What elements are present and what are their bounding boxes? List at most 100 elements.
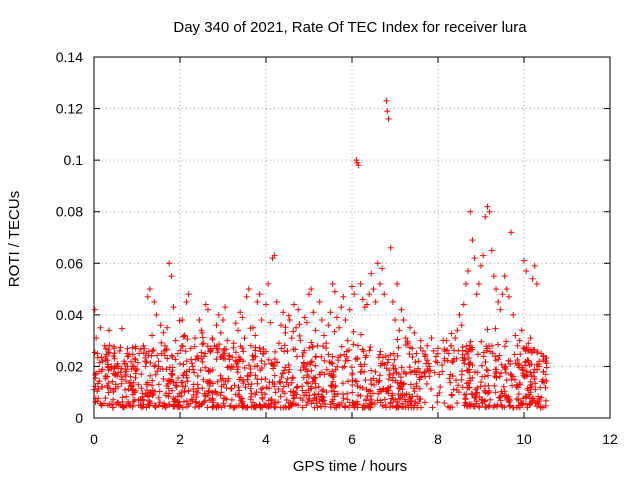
data-point bbox=[122, 372, 129, 379]
data-point bbox=[293, 391, 300, 398]
data-point bbox=[381, 361, 388, 368]
data-point bbox=[263, 384, 270, 391]
data-point bbox=[333, 314, 340, 321]
data-point bbox=[366, 347, 373, 354]
data-point bbox=[395, 371, 402, 378]
y-tick-labels: 0 0.02 0.04 0.06 0.08 0.1 0.12 0.14 bbox=[56, 49, 83, 426]
data-point bbox=[329, 280, 336, 287]
data-point bbox=[225, 375, 232, 382]
data-point bbox=[258, 317, 265, 324]
data-point bbox=[529, 275, 536, 282]
data-point bbox=[385, 376, 392, 383]
data-point bbox=[261, 361, 268, 368]
data-point bbox=[354, 159, 361, 166]
data-point bbox=[466, 375, 473, 382]
data-point bbox=[254, 380, 261, 387]
data-point bbox=[402, 370, 409, 377]
data-point bbox=[449, 372, 456, 379]
data-point bbox=[214, 349, 221, 356]
data-point bbox=[139, 390, 146, 397]
data-point bbox=[247, 325, 254, 332]
data-point bbox=[161, 402, 168, 409]
data-point bbox=[246, 371, 253, 378]
data-point bbox=[404, 338, 411, 345]
data-point bbox=[351, 402, 358, 409]
data-point bbox=[279, 369, 286, 376]
data-point bbox=[272, 348, 279, 355]
data-point bbox=[281, 390, 288, 397]
data-point bbox=[359, 296, 366, 303]
data-point bbox=[386, 371, 393, 378]
data-point bbox=[332, 366, 339, 373]
data-point bbox=[247, 385, 254, 392]
data-point bbox=[358, 331, 365, 338]
data-point bbox=[137, 346, 144, 353]
data-point bbox=[169, 371, 176, 378]
data-point bbox=[95, 385, 102, 392]
data-point bbox=[499, 291, 506, 298]
data-point bbox=[284, 375, 291, 382]
data-point bbox=[306, 392, 313, 399]
data-point bbox=[180, 398, 187, 405]
data-point bbox=[178, 392, 185, 399]
data-point bbox=[486, 402, 493, 409]
data-point bbox=[407, 397, 414, 404]
data-point bbox=[119, 325, 126, 332]
data-point bbox=[411, 329, 418, 336]
y-tick-label: 0.04 bbox=[56, 307, 83, 323]
data-point bbox=[392, 366, 399, 373]
data-point bbox=[518, 364, 525, 371]
data-point bbox=[476, 404, 483, 411]
data-point bbox=[140, 342, 147, 349]
data-point bbox=[290, 388, 297, 395]
y-tick-label: 0.02 bbox=[56, 358, 83, 374]
data-point bbox=[400, 380, 407, 387]
data-point bbox=[501, 404, 508, 411]
data-point bbox=[304, 380, 311, 387]
data-point bbox=[367, 377, 374, 384]
data-point bbox=[305, 395, 312, 402]
data-point bbox=[439, 368, 446, 375]
data-point bbox=[520, 395, 527, 402]
data-point bbox=[286, 366, 293, 373]
data-point bbox=[233, 360, 240, 367]
data-point bbox=[407, 324, 414, 331]
x-tick-labels: 0 2 4 6 8 10 12 bbox=[90, 431, 618, 447]
data-point bbox=[111, 345, 118, 352]
data-point bbox=[377, 399, 384, 406]
data-point bbox=[220, 317, 226, 324]
data-point bbox=[177, 360, 183, 367]
data-point bbox=[226, 403, 233, 410]
data-point bbox=[319, 388, 326, 395]
data-point bbox=[110, 388, 117, 395]
data-point bbox=[525, 340, 532, 347]
data-point bbox=[514, 356, 521, 363]
data-point bbox=[239, 314, 246, 321]
data-point bbox=[462, 280, 469, 287]
data-point bbox=[127, 382, 134, 389]
data-point bbox=[403, 391, 410, 398]
data-point bbox=[201, 392, 208, 399]
data-point bbox=[297, 367, 304, 374]
data-point bbox=[392, 317, 398, 324]
data-point bbox=[425, 360, 432, 367]
axis-ticks bbox=[93, 56, 611, 419]
data-point bbox=[111, 355, 118, 362]
data-point bbox=[282, 324, 289, 331]
data-point bbox=[169, 387, 176, 394]
data-point bbox=[522, 348, 529, 355]
data-point bbox=[247, 393, 254, 400]
data-point bbox=[398, 364, 405, 371]
data-point bbox=[170, 304, 177, 311]
data-point bbox=[358, 368, 365, 375]
data-point bbox=[240, 380, 247, 387]
data-point bbox=[283, 404, 290, 411]
data-point bbox=[439, 362, 446, 369]
data-point bbox=[408, 368, 415, 375]
data-point bbox=[376, 280, 383, 287]
data-point bbox=[220, 347, 227, 354]
data-point bbox=[417, 337, 424, 344]
data-point bbox=[427, 367, 434, 374]
data-point bbox=[416, 374, 423, 381]
data-point bbox=[428, 335, 435, 342]
